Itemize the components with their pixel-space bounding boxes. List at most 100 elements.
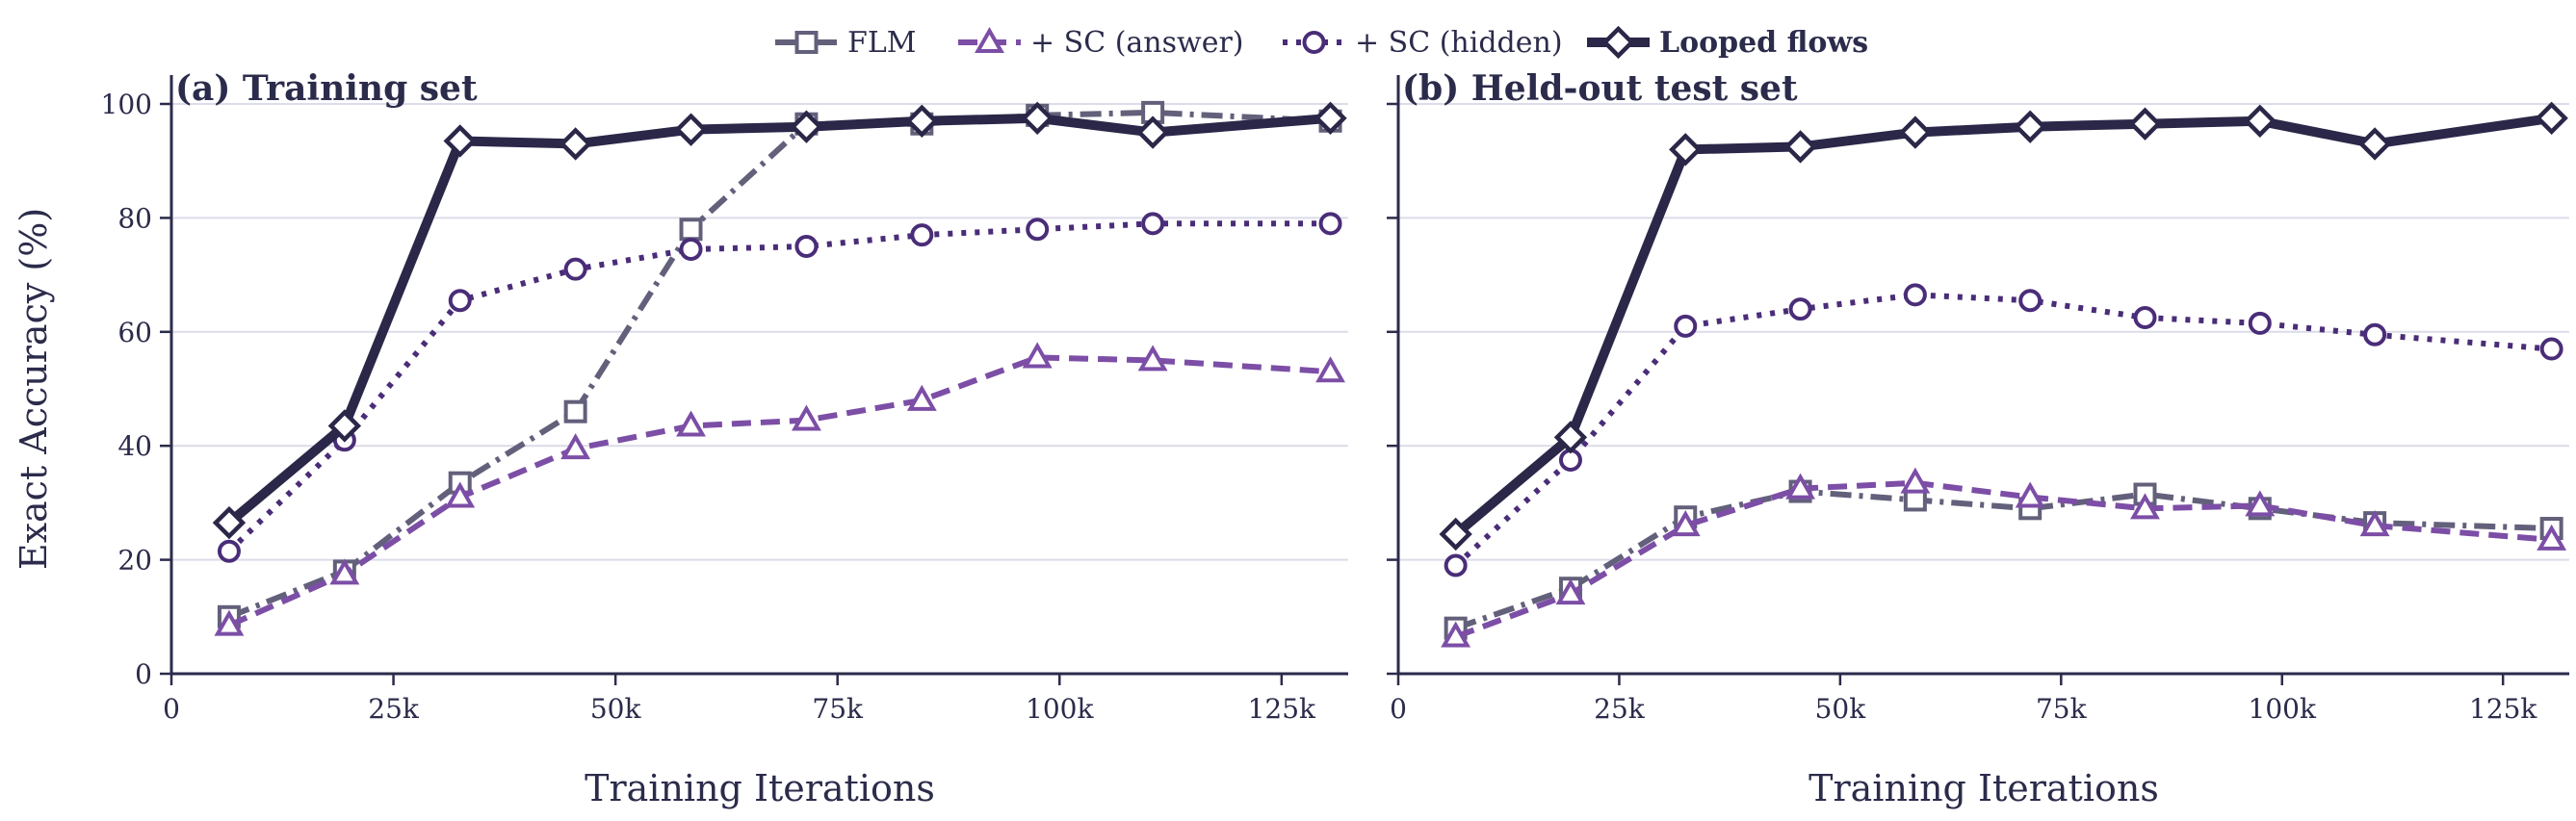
- data-point-sc-answer: [791, 404, 821, 431]
- series-line-sc-answer: [1454, 479, 2552, 640]
- data-point-flm: [679, 218, 703, 242]
- data-point-sc-hidden: [1444, 553, 1468, 577]
- legend: FLM + SC (answer) + SC (hidden) Looped flow…: [775, 25, 1868, 60]
- y-tick-label: 60: [117, 317, 152, 348]
- data-point-looped-flows: [1783, 130, 1817, 164]
- data-point-sc-hidden: [2133, 306, 2157, 329]
- data-point-sc-answer: [560, 433, 591, 460]
- panel-title: (a) Training set: [175, 68, 478, 109]
- data-point-sc-answer: [2245, 490, 2276, 517]
- data-point-sc-hidden: [679, 237, 703, 261]
- panel-title: (b) Held-out test set: [1402, 68, 1798, 109]
- data-point-sc-answer: [2359, 510, 2390, 537]
- data-point-sc-answer: [1137, 345, 1168, 372]
- legend-entry-looped-flows: Looped flows: [1587, 25, 1868, 60]
- y-tick-label: 20: [117, 545, 152, 577]
- series-line-sc-hidden: [226, 220, 1331, 553]
- data-point-looped-flows: [559, 127, 592, 161]
- data-point-sc-hidden: [1788, 297, 1812, 321]
- data-point-sc-hidden: [910, 223, 934, 247]
- data-point-looped-flows: [443, 124, 477, 158]
- y-tick-label: 0: [135, 658, 152, 690]
- x-tick-label: 100k: [2249, 693, 2317, 725]
- data-point-looped-flows: [1898, 115, 1933, 149]
- data-point-looped-flows: [327, 409, 362, 443]
- data-point-sc-hidden: [2248, 311, 2272, 335]
- x-tick-label: 25k: [1594, 693, 1646, 725]
- panel-held-out-test-set: (b) Held-out test set 0 25k 50k 75k 100k 125k T…: [1387, 68, 2569, 809]
- data-point-sc-hidden: [1674, 314, 1698, 338]
- x-tick-label: 0: [163, 693, 180, 725]
- data-point-sc-hidden: [1318, 212, 1342, 236]
- y-tick-label: 40: [117, 430, 152, 462]
- series-line-looped-flows: [225, 113, 1331, 526]
- series-sc-hidden: [1444, 283, 2563, 577]
- data-point-looped-flows: [1135, 115, 1170, 149]
- series-looped-flows: [1439, 101, 2568, 552]
- legend-label-sc-answer: + SC (answer): [1030, 26, 1244, 60]
- data-point-looped-flows: [1314, 101, 1347, 135]
- data-point-looped-flows: [1439, 517, 1472, 552]
- data-point-sc-answer: [1022, 342, 1053, 369]
- series-line-looped-flows: [1452, 113, 2553, 538]
- data-point-sc-hidden: [448, 289, 472, 313]
- data-point-sc-answer: [1315, 356, 1346, 383]
- legend-marker-sc-answer: [975, 26, 1004, 53]
- data-point-sc-answer: [2015, 481, 2045, 508]
- data-point-looped-flows: [212, 505, 247, 540]
- legend-label-flm: FLM: [847, 26, 916, 60]
- data-point-sc-hidden: [2018, 289, 2043, 313]
- data-point-sc-answer: [2537, 524, 2567, 551]
- legend-entry-sc-hidden: + SC (hidden): [1283, 26, 1563, 60]
- data-point-sc-hidden: [217, 539, 241, 563]
- data-point-sc-answer: [906, 384, 937, 411]
- data-point-sc-hidden: [2539, 337, 2563, 361]
- data-point-looped-flows: [2357, 127, 2392, 161]
- series-line-flm: [227, 109, 1331, 620]
- panel-training-set: (a) Training set 0 20 40 60 80 100 0 25k 50k 75k 10…: [13, 68, 1348, 809]
- data-point-looped-flows: [1669, 133, 1703, 167]
- series-line-sc-answer: [227, 354, 1331, 629]
- data-point-sc-hidden: [2363, 322, 2387, 346]
- x-axis-label: Training Iterations: [585, 767, 935, 809]
- legend-marker-looped-flows: [1601, 25, 1635, 60]
- legend-marker-flm: [794, 31, 819, 54]
- data-point-looped-flows: [1021, 101, 1054, 135]
- data-point-sc-answer: [1670, 510, 1701, 537]
- data-point-sc-answer: [329, 558, 360, 585]
- y-axis-label: Exact Accuracy (%): [13, 208, 55, 570]
- data-point-sc-answer: [1785, 473, 1816, 500]
- legend-entry-flm: FLM: [775, 26, 916, 60]
- data-point-sc-hidden: [794, 235, 819, 258]
- x-axis-label: Training Iterations: [1808, 767, 2159, 809]
- data-point-looped-flows: [2128, 107, 2162, 141]
- y-tick-label: 80: [117, 202, 152, 234]
- data-point-sc-answer: [676, 410, 706, 437]
- data-point-looped-flows: [790, 110, 823, 143]
- x-tick-label: 75k: [2036, 693, 2088, 725]
- x-tick-label: 100k: [1026, 693, 1094, 725]
- series-line-sc-hidden: [1453, 292, 2552, 568]
- series-sc-answer: [214, 342, 1346, 636]
- data-point-flm: [563, 399, 587, 423]
- data-point-looped-flows: [1553, 421, 1588, 454]
- x-tick-label: 125k: [1248, 693, 1316, 725]
- legend-label-sc-hidden: + SC (hidden): [1355, 26, 1563, 60]
- x-tick-label: 75k: [812, 693, 864, 725]
- data-point-sc-hidden: [1903, 283, 1927, 307]
- x-tick-label: 50k: [1815, 693, 1867, 725]
- data-point-looped-flows: [2013, 110, 2047, 143]
- legend-label-looped-flows: Looped flows: [1659, 26, 1868, 60]
- legend-marker-sc-hidden: [1302, 31, 1326, 54]
- data-point-sc-hidden: [1141, 212, 1165, 236]
- data-point-sc-answer: [2130, 493, 2160, 520]
- x-tick-label: 50k: [590, 693, 642, 725]
- series-sc-answer: [1441, 467, 2567, 648]
- gridlines: [171, 103, 1348, 561]
- series-looped-flows: [212, 101, 1347, 540]
- data-point-sc-answer: [1900, 467, 1931, 494]
- data-point-sc-hidden: [563, 257, 587, 281]
- data-point-sc-hidden: [1026, 218, 1050, 242]
- data-point-looped-flows: [905, 104, 939, 138]
